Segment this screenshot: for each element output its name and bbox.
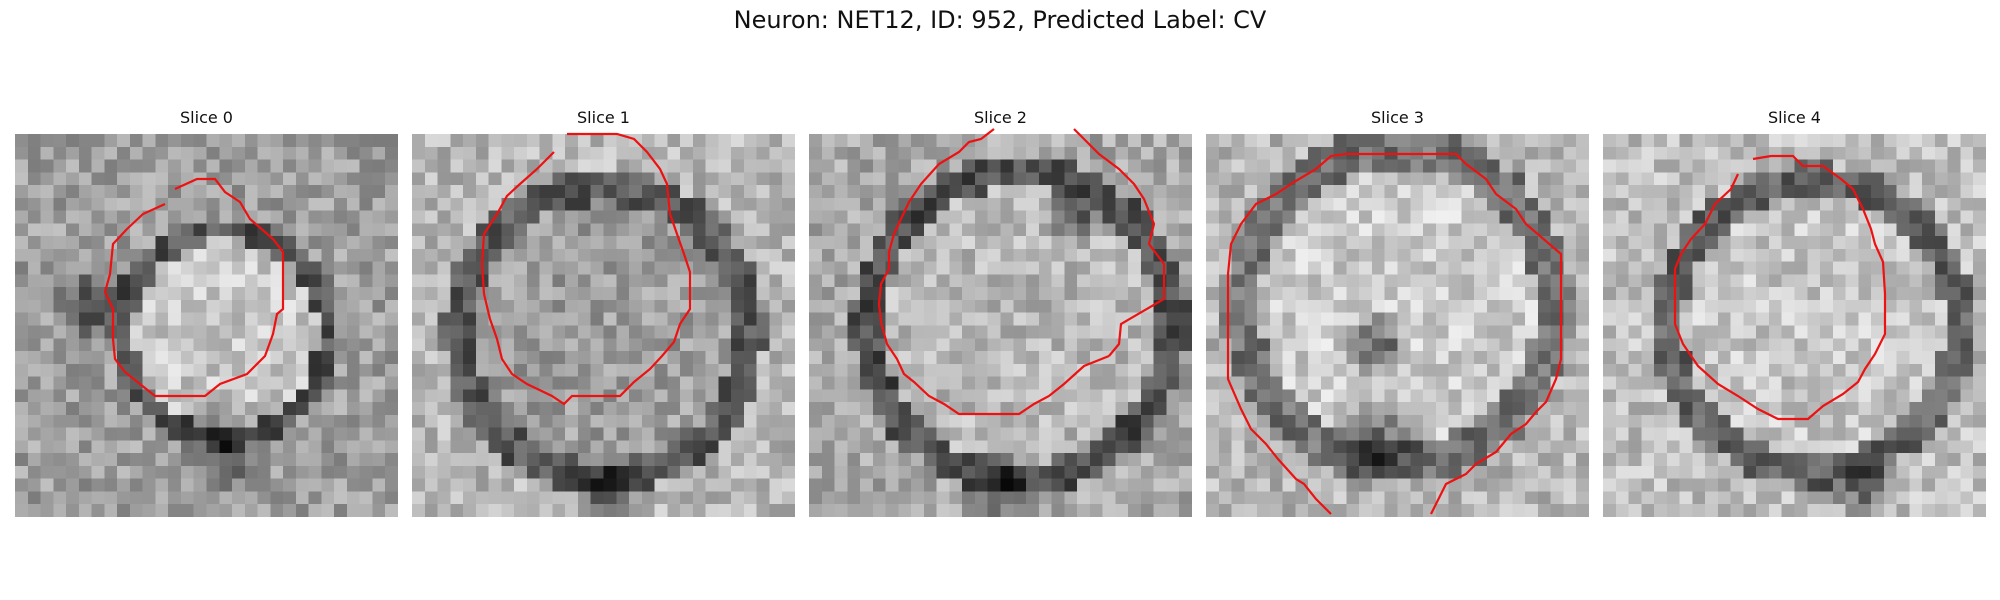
contour-overlay-2 <box>877 128 1166 416</box>
red-contour-4 <box>1673 154 1887 421</box>
red-contour-0 <box>103 177 285 398</box>
slice-title-3: Slice 3 <box>1371 108 1424 127</box>
contour-overlay-1 <box>480 132 692 406</box>
slice-panel-3: Slice 3 <box>1206 108 1589 520</box>
grayscale-image-1 <box>412 134 795 517</box>
slice-panel-2: Slice 2 <box>809 108 1192 520</box>
slice-title-4: Slice 4 <box>1768 108 1821 127</box>
grayscale-image-4 <box>1603 134 1986 517</box>
grayscale-image-2 <box>809 134 1192 517</box>
contour-overlay-0 <box>103 177 285 398</box>
contour-overlay-4 <box>1673 154 1887 421</box>
red-contour-3 <box>1226 152 1563 515</box>
figure-title: Neuron: NET12, ID: 952, Predicted Label:… <box>733 6 1267 34</box>
slice-panel-4: Slice 4 <box>1603 108 1986 520</box>
slice-panel-1: Slice 1 <box>412 108 795 520</box>
red-contour-2-left <box>877 128 1110 416</box>
slice-title-1: Slice 1 <box>577 108 630 127</box>
slice-title-2: Slice 2 <box>974 108 1027 127</box>
grayscale-image-0 <box>15 134 398 517</box>
red-contour-2-right <box>1073 128 1166 357</box>
slice-title-0: Slice 0 <box>180 108 233 127</box>
red-contour-1 <box>480 132 692 406</box>
contour-overlay-3 <box>1226 152 1563 515</box>
slice-panel-0: Slice 0 <box>15 108 398 520</box>
